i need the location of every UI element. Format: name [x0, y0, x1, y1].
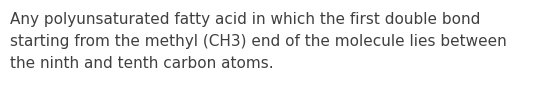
- Text: Any polyunsaturated fatty acid in which the first double bond: Any polyunsaturated fatty acid in which …: [10, 12, 480, 27]
- Text: the ninth and tenth carbon atoms.: the ninth and tenth carbon atoms.: [10, 56, 273, 71]
- Text: starting from the methyl (CH3) end of the molecule lies between: starting from the methyl (CH3) end of th…: [10, 34, 507, 49]
